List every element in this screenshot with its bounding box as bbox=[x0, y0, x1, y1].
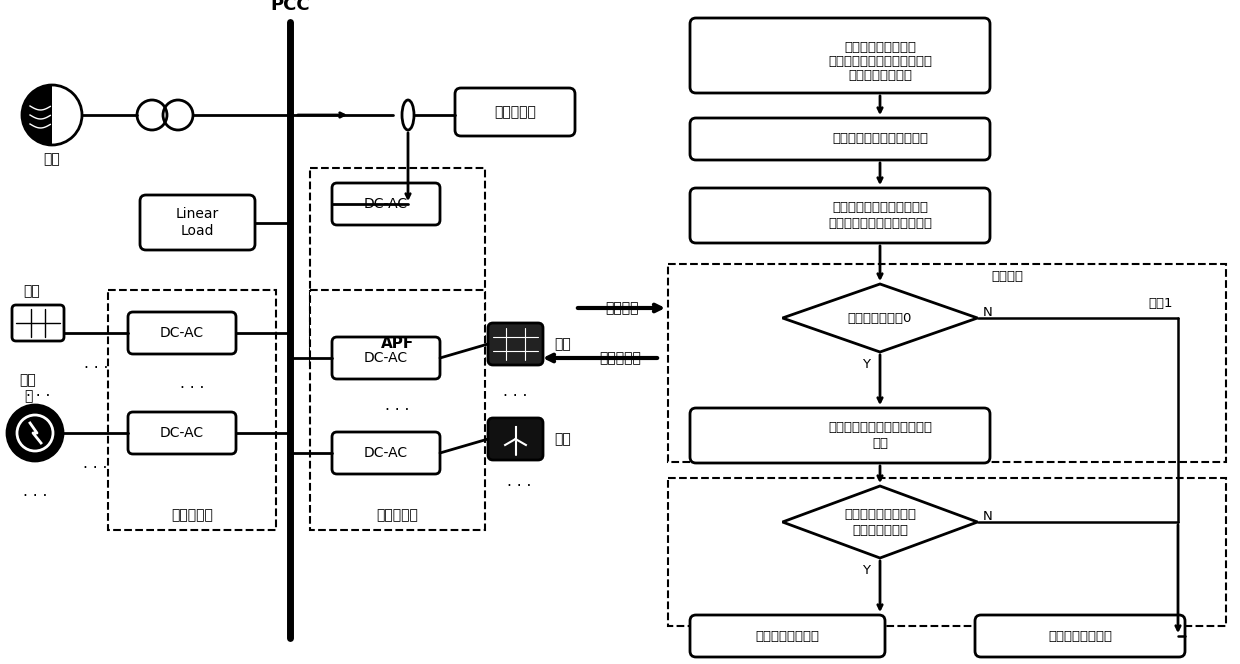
Text: 全局导纳虚部为0: 全局导纳虚部为0 bbox=[848, 311, 913, 325]
Text: 频域分析: 频域分析 bbox=[991, 270, 1023, 282]
Text: N: N bbox=[982, 509, 992, 523]
Text: 确定并记录所有可能谐振点的: 确定并记录所有可能谐振点的 bbox=[828, 421, 932, 434]
Text: Y: Y bbox=[862, 564, 870, 577]
Text: APF: APF bbox=[381, 335, 414, 351]
FancyBboxPatch shape bbox=[689, 18, 990, 93]
Text: 储能: 储能 bbox=[24, 284, 41, 298]
Text: DC-AC: DC-AC bbox=[363, 351, 408, 365]
Text: 非线性负荷: 非线性负荷 bbox=[494, 105, 536, 119]
Text: . . .: . . . bbox=[180, 376, 205, 390]
Bar bbox=[310, 290, 485, 530]
FancyBboxPatch shape bbox=[489, 323, 543, 365]
FancyBboxPatch shape bbox=[332, 432, 440, 474]
Polygon shape bbox=[782, 284, 977, 352]
Text: 载入系统初始参数：: 载入系统初始参数： bbox=[844, 41, 916, 54]
Text: DC-AC: DC-AC bbox=[160, 426, 205, 440]
Text: 电网: 电网 bbox=[43, 152, 61, 166]
Bar bbox=[668, 264, 1226, 462]
Text: 并网系统稳定运行: 并网系统稳定运行 bbox=[1048, 629, 1112, 643]
Text: Y: Y bbox=[862, 358, 870, 371]
Text: DC-AC: DC-AC bbox=[160, 326, 205, 340]
Text: 建立电网全导纳形式电路；: 建立电网全导纳形式电路； bbox=[832, 201, 928, 214]
Text: 稳定性评估: 稳定性评估 bbox=[599, 351, 641, 365]
Text: 电网参数，逆变器的主控制器: 电网参数，逆变器的主控制器 bbox=[828, 55, 932, 68]
Text: Linear
Load: Linear Load bbox=[176, 207, 219, 238]
Text: 局导纳实部为负: 局导纳实部为负 bbox=[852, 523, 908, 537]
FancyBboxPatch shape bbox=[12, 305, 64, 341]
Text: DC-AC: DC-AC bbox=[363, 197, 408, 211]
Text: 建立逆变器电流环导纳模型: 建立逆变器电流环导纳模型 bbox=[832, 133, 928, 145]
Text: . . .: . . . bbox=[386, 398, 409, 413]
Text: 并网逆变器: 并网逆变器 bbox=[171, 508, 213, 522]
Text: . . .: . . . bbox=[84, 355, 108, 371]
Text: 参数和滤波器参数: 参数和滤波器参数 bbox=[848, 69, 911, 82]
Text: 充电
桩: 充电 桩 bbox=[20, 373, 36, 403]
FancyBboxPatch shape bbox=[332, 337, 440, 379]
Bar bbox=[310, 168, 485, 368]
FancyBboxPatch shape bbox=[332, 183, 440, 225]
Text: 得到并网系统全局导纳表达式: 得到并网系统全局导纳表达式 bbox=[828, 217, 932, 230]
Text: 系统建模: 系统建模 bbox=[605, 301, 639, 315]
Text: 在所有可能谐振点全: 在所有可能谐振点全 bbox=[844, 507, 916, 521]
Text: 频次: 频次 bbox=[872, 437, 888, 450]
FancyBboxPatch shape bbox=[128, 312, 236, 354]
FancyBboxPatch shape bbox=[689, 408, 990, 463]
Text: . . .: . . . bbox=[26, 384, 50, 398]
FancyBboxPatch shape bbox=[455, 88, 575, 136]
FancyBboxPatch shape bbox=[128, 412, 236, 454]
FancyBboxPatch shape bbox=[689, 615, 885, 657]
Text: DC-AC: DC-AC bbox=[363, 446, 408, 460]
Circle shape bbox=[22, 85, 82, 145]
FancyBboxPatch shape bbox=[689, 188, 990, 243]
Polygon shape bbox=[782, 486, 977, 558]
Text: 维度1: 维度1 bbox=[1148, 297, 1173, 310]
Bar bbox=[22, 85, 52, 145]
Bar bbox=[108, 290, 277, 530]
Text: 风电: 风电 bbox=[554, 432, 572, 446]
FancyBboxPatch shape bbox=[489, 418, 543, 460]
Text: . . .: . . . bbox=[22, 483, 47, 499]
Text: 并网逆变器: 并网逆变器 bbox=[377, 508, 418, 522]
FancyBboxPatch shape bbox=[975, 615, 1185, 657]
Text: N: N bbox=[982, 305, 992, 319]
FancyBboxPatch shape bbox=[140, 195, 255, 250]
Text: . . .: . . . bbox=[507, 475, 532, 489]
Text: PCC: PCC bbox=[270, 0, 310, 14]
Bar bbox=[668, 478, 1226, 626]
Text: . . .: . . . bbox=[503, 384, 528, 399]
Text: . . .: . . . bbox=[83, 456, 108, 471]
FancyBboxPatch shape bbox=[689, 118, 990, 160]
Text: 光伏: 光伏 bbox=[554, 337, 572, 351]
Text: 并网系统谐振失稳: 并网系统谐振失稳 bbox=[755, 629, 820, 643]
Circle shape bbox=[7, 405, 63, 461]
Circle shape bbox=[17, 415, 53, 451]
